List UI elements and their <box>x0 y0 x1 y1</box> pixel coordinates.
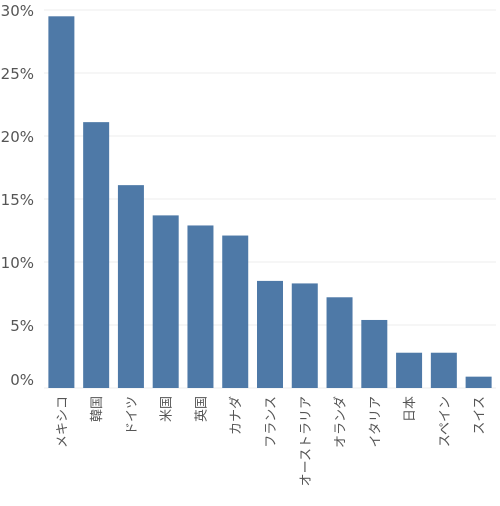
y-tick-label: 0% <box>10 371 34 389</box>
bars <box>48 16 492 389</box>
bar <box>222 235 249 388</box>
bar <box>430 352 457 388</box>
bar <box>152 215 179 388</box>
bar <box>326 297 353 388</box>
x-tick-label: ドイツ <box>125 396 140 435</box>
bar <box>48 16 75 389</box>
bar <box>117 185 144 388</box>
bar <box>187 225 214 388</box>
x-tick-label: イタリア <box>368 396 383 447</box>
x-tick-label: オーストラリア <box>299 396 314 486</box>
bar <box>291 283 318 388</box>
x-tick-label: スペイン <box>438 396 453 447</box>
x-tick-label: メキシコ <box>55 396 70 448</box>
x-tick-label: 日本 <box>403 396 418 422</box>
bar <box>257 280 283 388</box>
x-tick-label: オランダ <box>334 396 349 448</box>
y-tick-label: 5% <box>10 317 34 335</box>
x-tick-label: 英国 <box>194 396 209 422</box>
y-tick-label: 30% <box>1 2 34 20</box>
y-tick-label: 20% <box>1 128 34 146</box>
bar <box>361 319 388 388</box>
bar <box>465 376 492 388</box>
x-tick-label: フランス <box>264 396 279 448</box>
x-axis-tick-labels: メキシコ 韓国 ドイツ 米国 英国 カナダ フランス オーストラリア オランダ イタリア 日本 スペイ… <box>55 396 487 486</box>
bar <box>396 352 423 388</box>
x-tick-label: 米国 <box>160 396 175 422</box>
y-tick-label: 10% <box>1 254 34 272</box>
x-tick-label: 韓国 <box>90 396 105 422</box>
x-tick-label: カナダ <box>229 396 244 435</box>
bar <box>83 122 110 388</box>
x-tick-label: スイス <box>473 396 488 435</box>
y-axis-tick-labels: 0% 5% 10% 15% 20% 25% 30% <box>1 2 34 389</box>
y-tick-label: 25% <box>1 65 34 83</box>
y-tick-label: 15% <box>1 191 34 209</box>
